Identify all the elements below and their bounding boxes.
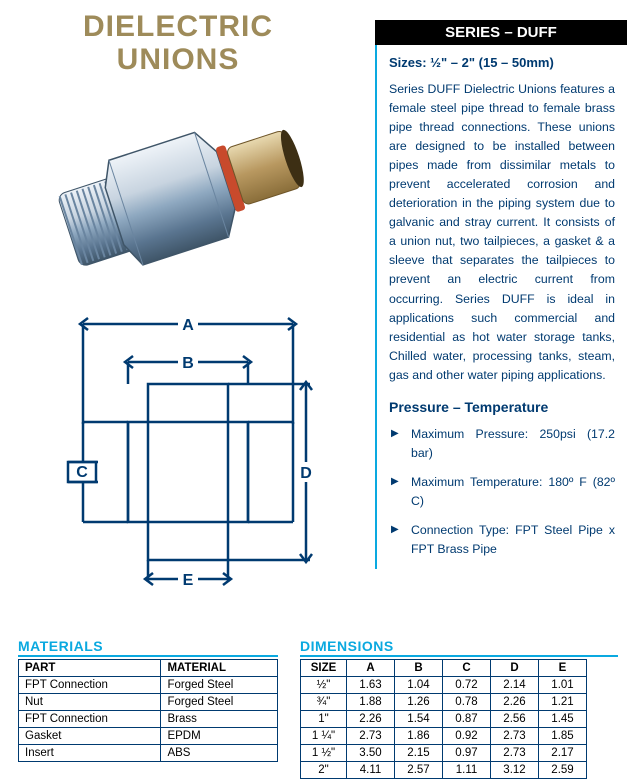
table-row: 2"4.112.571.113.122.59	[301, 762, 587, 779]
dims-col: B	[395, 660, 443, 677]
title-line-1: DIELECTRIC	[83, 10, 273, 43]
table-row: InsertABS	[19, 745, 278, 762]
materials-table: PART MATERIAL FPT ConnectionForged Steel…	[18, 659, 278, 762]
dims-col: A	[347, 660, 395, 677]
pt-item: Maximum Pressure: 250psi (17.2 bar)	[389, 425, 615, 463]
dim-label-e: E	[183, 572, 194, 589]
dimensions-table: SIZE A B C D E ½"1.631.040.722.141.01 ¾"…	[300, 659, 587, 779]
dim-label-c: C	[76, 464, 88, 481]
dims-col: D	[491, 660, 539, 677]
materials-col: PART	[19, 660, 161, 677]
dimension-diagram: A B C D E	[58, 304, 318, 599]
pt-item: Maximum Temperature: 180º F (82º C)	[389, 473, 615, 511]
dimensions-heading: DIMENSIONS	[300, 638, 618, 657]
description-text: Series DUFF Dielectric Unions features a…	[389, 80, 615, 385]
table-row: ¾"1.881.260.782.261.21	[301, 694, 587, 711]
title-line-2: UNIONS	[117, 43, 240, 76]
table-row: 1 ¼"2.731.860.922.731.85	[301, 728, 587, 745]
series-banner: SERIES – DUFF	[375, 20, 627, 45]
dim-label-d: D	[300, 465, 312, 482]
table-row: 1"2.261.540.872.561.45	[301, 711, 587, 728]
table-row: 1 ½"3.502.150.972.732.17	[301, 745, 587, 762]
dims-col: C	[443, 660, 491, 677]
dims-col: SIZE	[301, 660, 347, 677]
table-row: GasketEPDM	[19, 728, 278, 745]
dim-label-a: A	[182, 317, 194, 334]
pt-item: Connection Type: FPT Steel Pipe x FPT Br…	[389, 521, 615, 559]
page-title: DIELECTRIC UNIONS	[18, 10, 338, 76]
table-row: FPT ConnectionForged Steel	[19, 677, 278, 694]
sizes-line: Sizes: ½" – 2" (15 – 50mm)	[389, 55, 615, 70]
materials-col: MATERIAL	[161, 660, 278, 677]
table-row: FPT ConnectionBrass	[19, 711, 278, 728]
table-row: NutForged Steel	[19, 694, 278, 711]
product-photo	[38, 84, 328, 294]
dim-label-b: B	[182, 355, 194, 372]
dims-col: E	[539, 660, 587, 677]
table-row: ½"1.631.040.722.141.01	[301, 677, 587, 694]
pt-list: Maximum Pressure: 250psi (17.2 bar) Maxi…	[389, 425, 615, 559]
materials-heading: MATERIALS	[18, 638, 278, 657]
pt-heading: Pressure – Temperature	[389, 399, 615, 415]
